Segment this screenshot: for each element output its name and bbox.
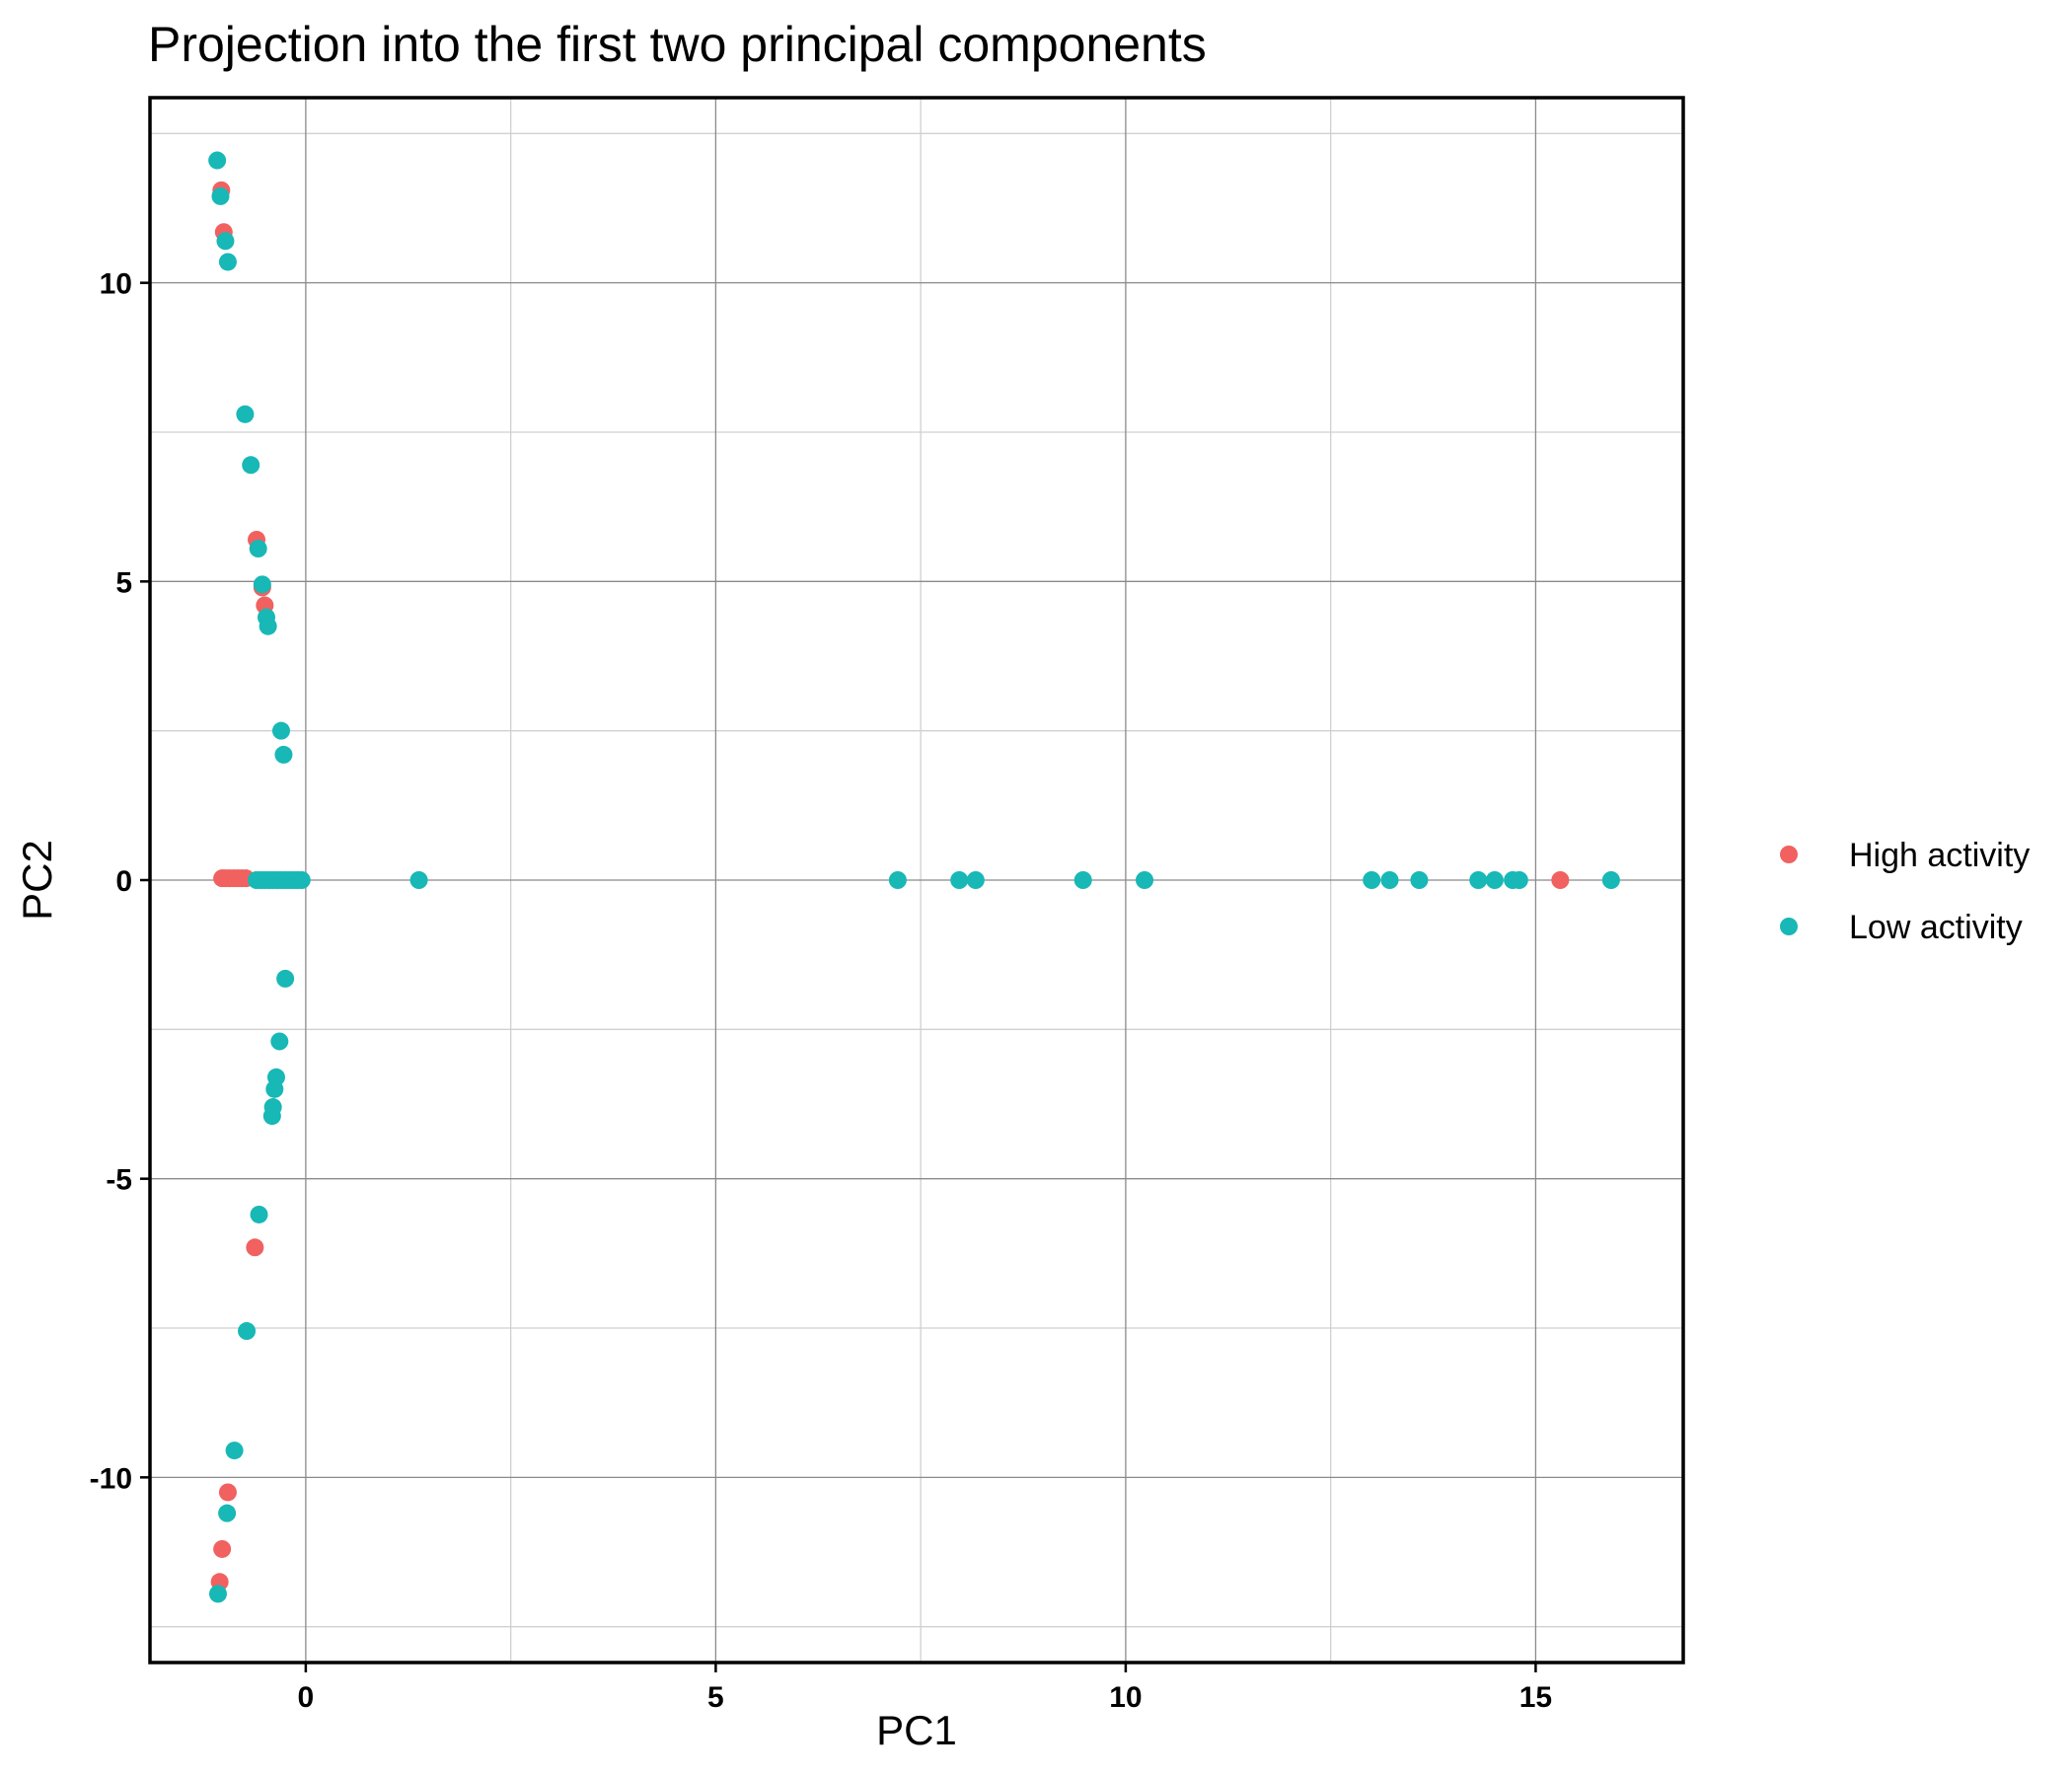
data-point	[242, 456, 260, 475]
y-tick-label: 5	[115, 566, 132, 599]
x-tick-label: 0	[298, 1681, 315, 1714]
data-point	[218, 253, 237, 271]
data-point	[1136, 871, 1154, 889]
data-point	[950, 871, 969, 889]
data-point	[292, 871, 311, 889]
data-point	[218, 1483, 237, 1502]
y-axis-title: PC2	[14, 840, 60, 921]
data-point	[225, 1442, 244, 1460]
data-point	[270, 1032, 289, 1051]
data-point	[262, 1107, 281, 1126]
x-tick-label: 15	[1519, 1681, 1552, 1714]
grid-major	[150, 98, 1683, 1663]
data-point	[211, 186, 230, 205]
data-point	[1469, 871, 1488, 889]
data-point	[236, 405, 255, 423]
data-point	[218, 1504, 237, 1522]
legend: High activity Low activity	[1780, 837, 2030, 946]
chart-title: Projection into the first two principal …	[148, 17, 1207, 72]
legend-key	[1780, 918, 1798, 935]
data-point	[1485, 871, 1504, 889]
legend-key	[1780, 846, 1798, 863]
grid-minor	[150, 98, 1683, 1663]
y-tick-label: 0	[115, 865, 132, 898]
data-point	[250, 1205, 268, 1223]
y-tick-label: -10	[90, 1462, 132, 1495]
data-point	[276, 969, 295, 988]
y-tick-label: -5	[106, 1164, 132, 1197]
data-points	[208, 151, 1620, 1603]
data-point	[1410, 871, 1429, 889]
data-point	[213, 1539, 232, 1558]
data-point	[1551, 871, 1570, 889]
data-point	[249, 540, 267, 558]
data-point	[1073, 871, 1092, 889]
data-point	[274, 745, 293, 764]
data-point	[259, 617, 277, 635]
data-point	[409, 871, 428, 889]
x-tick-label: 10	[1109, 1681, 1142, 1714]
data-point	[1380, 871, 1399, 889]
data-point	[265, 1079, 284, 1098]
data-point	[216, 232, 235, 251]
x-tick-label: 5	[707, 1681, 724, 1714]
data-point	[246, 1238, 264, 1257]
y-tick-label: 10	[100, 268, 132, 301]
x-axis-title: PC1	[876, 1707, 957, 1753]
legend-label: High activity	[1849, 837, 2030, 874]
legend-label: Low activity	[1849, 909, 2023, 946]
y-axis-ticks: -10 -5 0 5 10	[90, 268, 150, 1495]
data-point	[1601, 871, 1620, 889]
data-point	[208, 151, 227, 170]
data-point	[1363, 871, 1381, 889]
data-point	[271, 721, 290, 740]
x-axis-ticks: 0 5 10 15	[298, 1663, 1552, 1714]
data-point	[238, 1322, 257, 1341]
series-1	[208, 151, 1620, 1603]
data-point	[966, 871, 985, 889]
data-point	[253, 575, 271, 594]
data-point	[888, 871, 907, 889]
data-point	[1510, 871, 1528, 889]
data-point	[208, 1585, 227, 1603]
